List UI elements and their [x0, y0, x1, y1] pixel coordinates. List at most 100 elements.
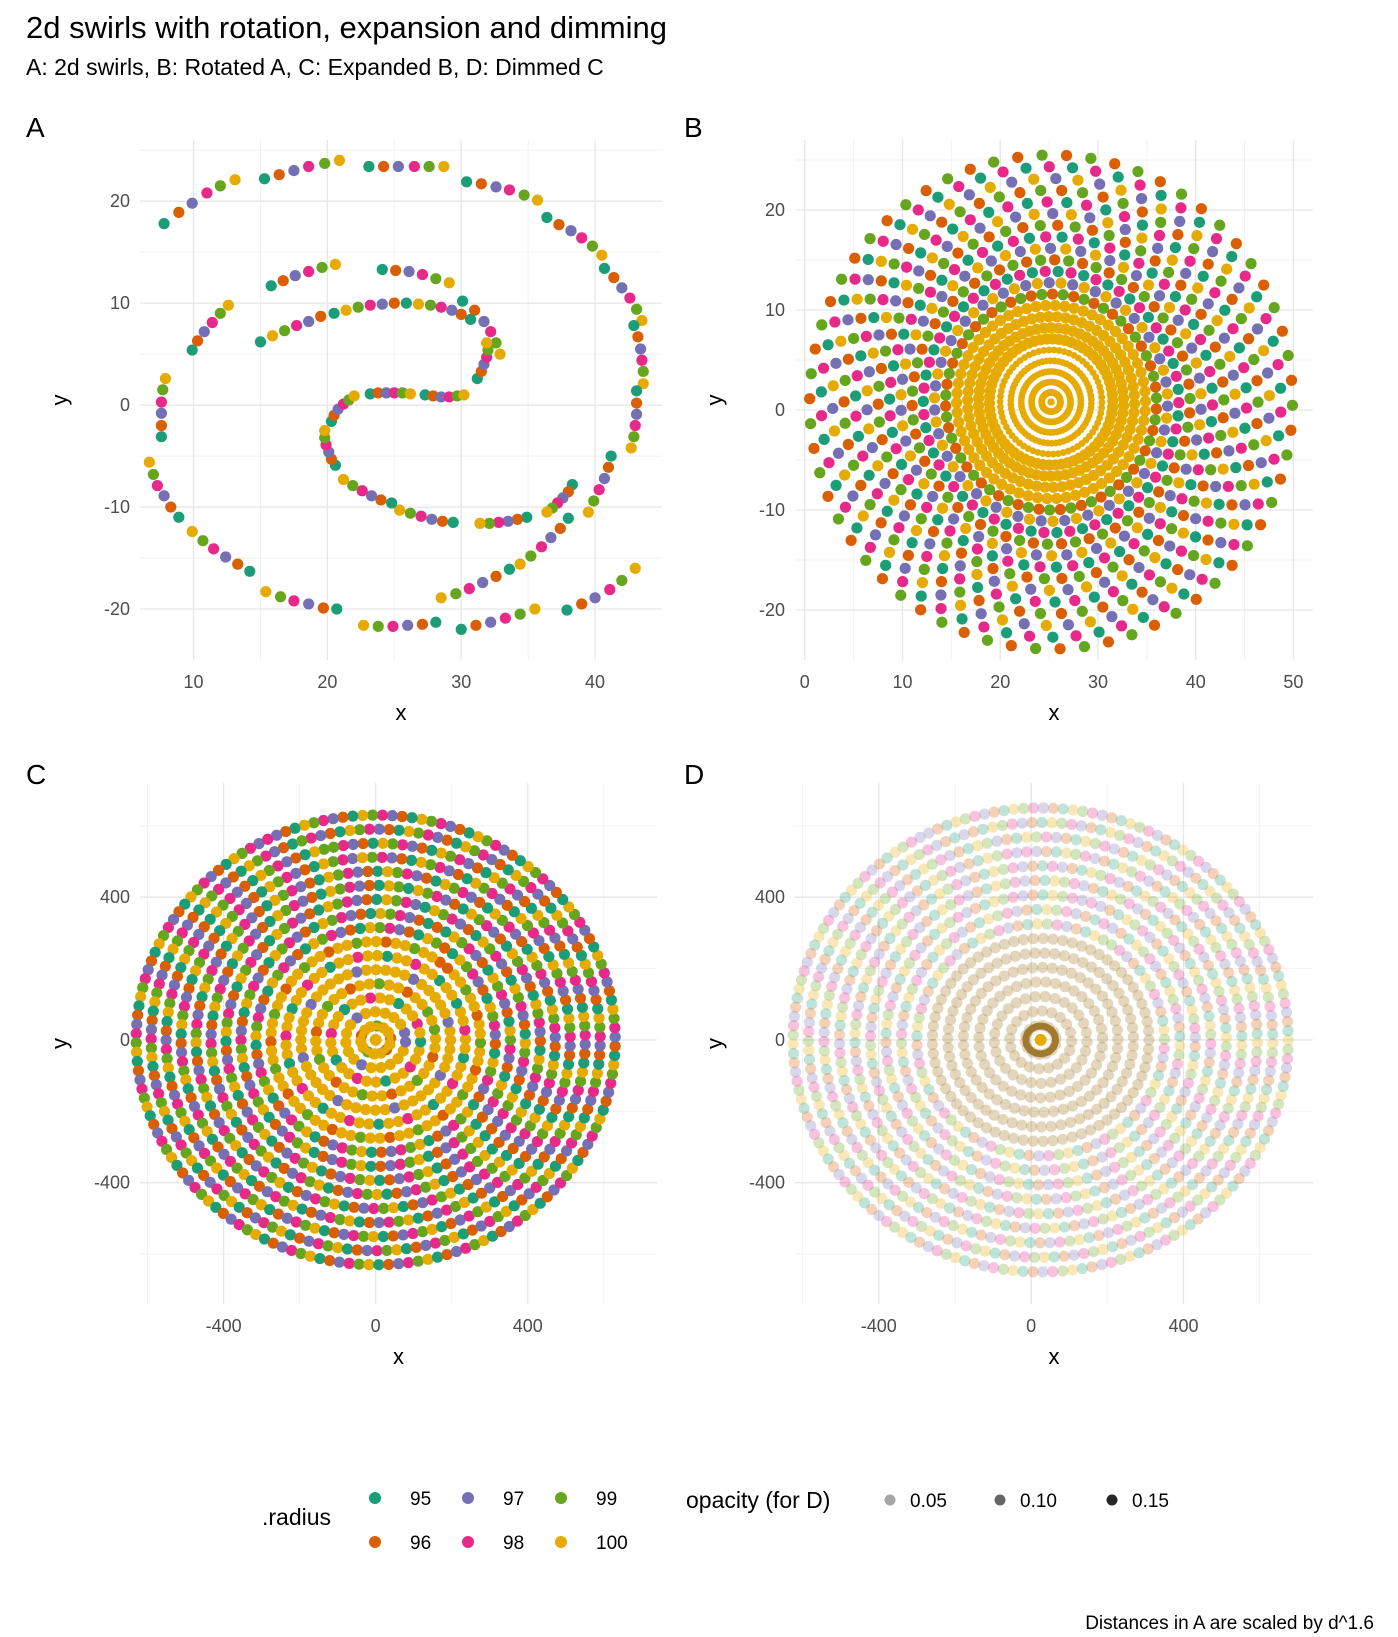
data-point — [1175, 202, 1187, 214]
data-point — [1090, 274, 1102, 286]
data-point — [994, 1143, 1006, 1156]
data-point — [391, 952, 403, 964]
data-point — [553, 219, 565, 231]
data-point — [316, 966, 328, 979]
data-point — [575, 949, 588, 962]
data-point — [1013, 534, 1026, 547]
data-point — [1233, 1067, 1245, 1079]
data-point — [1222, 967, 1235, 979]
data-point — [473, 1018, 485, 1030]
data-point — [549, 1022, 561, 1034]
data-point — [199, 982, 211, 994]
data-point — [1251, 417, 1263, 430]
data-point — [961, 461, 973, 473]
data-point — [863, 366, 875, 378]
data-point — [317, 858, 330, 870]
data-point — [1105, 1147, 1117, 1159]
data-point — [1220, 1031, 1232, 1043]
data-point — [135, 991, 147, 1003]
data-point — [585, 1094, 597, 1106]
data-point — [810, 1090, 823, 1102]
data-point — [1275, 1089, 1287, 1101]
data-point — [1061, 196, 1073, 209]
data-point — [419, 1104, 432, 1116]
data-point — [1243, 302, 1255, 314]
data-point — [842, 353, 854, 365]
data-point — [866, 864, 878, 876]
data-point — [970, 488, 983, 500]
data-point — [1160, 834, 1172, 846]
data-point — [523, 1089, 536, 1101]
x-tick-label: 40 — [585, 672, 605, 692]
data-point — [605, 1077, 617, 1089]
data-point — [1058, 1221, 1071, 1233]
data-point — [936, 274, 948, 286]
data-point — [554, 976, 566, 988]
data-point — [997, 893, 1010, 905]
data-point — [1218, 1059, 1231, 1071]
data-point — [1121, 951, 1133, 963]
data-point — [1007, 259, 1019, 271]
data-point — [481, 1074, 494, 1086]
data-point — [598, 262, 611, 275]
data-point — [131, 1018, 143, 1030]
data-point — [997, 408, 1005, 416]
y-axis-title: y — [702, 1038, 727, 1049]
data-point — [277, 275, 289, 287]
data-point — [1062, 619, 1075, 631]
data-point — [962, 890, 974, 902]
data-point — [375, 1160, 387, 1172]
data-point — [845, 534, 857, 546]
data-point — [270, 1063, 282, 1075]
data-point — [939, 345, 952, 357]
data-point — [1054, 1089, 1066, 1101]
data-point — [396, 839, 409, 851]
data-point — [1162, 448, 1174, 460]
data-point — [1107, 1060, 1119, 1073]
data-point — [897, 841, 909, 853]
data-point — [1180, 1164, 1192, 1176]
data-point — [910, 905, 922, 917]
data-point — [316, 261, 328, 274]
data-point — [912, 1201, 925, 1214]
data-point — [1058, 1162, 1070, 1175]
data-point — [1047, 207, 1059, 220]
data-point — [850, 410, 862, 422]
data-point — [364, 922, 376, 934]
data-point — [630, 385, 643, 397]
data-point — [911, 1030, 923, 1042]
data-point — [541, 1191, 553, 1203]
data-point — [1046, 817, 1058, 829]
data-point — [393, 1173, 406, 1185]
legend-opacity-item: 0.05 — [884, 1491, 947, 1512]
data-point — [1225, 1094, 1238, 1106]
data-point — [295, 1043, 308, 1055]
data-point — [1069, 594, 1081, 607]
data-point — [1115, 1101, 1128, 1114]
data-point — [546, 1003, 558, 1015]
data-point — [1088, 591, 1100, 603]
data-point — [940, 985, 952, 997]
data-point — [404, 507, 416, 519]
data-point — [364, 992, 376, 1004]
data-point — [1187, 549, 1200, 562]
data-point — [1134, 964, 1146, 977]
data-point — [376, 809, 389, 821]
data-point — [505, 974, 517, 986]
data-point — [510, 869, 522, 882]
data-point — [922, 935, 934, 947]
data-point — [841, 1125, 853, 1137]
data-point — [325, 1107, 338, 1119]
data-point — [903, 992, 915, 1004]
data-point — [336, 1156, 348, 1168]
data-point — [1197, 480, 1209, 492]
data-point — [1174, 1030, 1186, 1042]
data-point — [866, 1058, 878, 1070]
data-point — [1186, 1004, 1198, 1016]
data-point — [384, 908, 396, 920]
data-point — [295, 986, 308, 999]
data-point — [880, 311, 893, 324]
data-point — [963, 1145, 975, 1158]
data-point — [1011, 1016, 1023, 1028]
x-tick-label: 0 — [371, 1316, 381, 1336]
